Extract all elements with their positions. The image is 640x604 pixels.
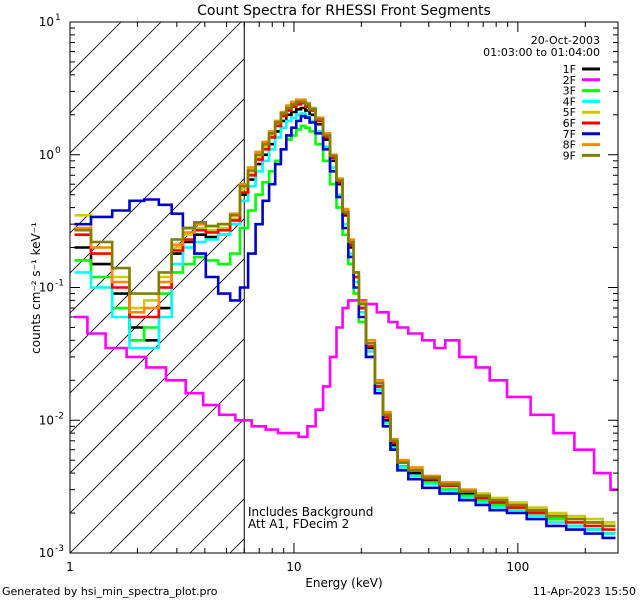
footer-right: 11-Apr-2023 15:50	[533, 585, 636, 598]
legend-label-8F: 8F	[563, 139, 576, 152]
series-3F-line	[74, 124, 616, 535]
hatch-line	[70, 22, 202, 154]
x-tick-label: 10	[286, 560, 301, 574]
legend-label-7F: 7F	[563, 128, 576, 141]
y-tick-label: 10	[39, 15, 54, 29]
y-tick-exponent: -2	[55, 411, 64, 421]
y-tick-label: 10	[39, 148, 54, 162]
hatch-line	[70, 378, 245, 553]
hatch-line	[109, 418, 245, 553]
annotation-attenuator: Att A1, FDecim 2	[248, 517, 349, 531]
time-range-text: 01:03:00 to 01:04:00	[483, 46, 600, 59]
y-tick-label: 10	[39, 413, 54, 427]
hatch-line	[70, 22, 242, 194]
y-tick-exponent: -3	[55, 544, 64, 554]
y-axis-label: counts cm⁻² s⁻¹ keV⁻¹	[29, 222, 43, 354]
hatch-line	[70, 298, 245, 474]
x-tick-label: 100	[506, 560, 529, 574]
y-tick-exponent: 0	[55, 146, 61, 156]
hatch-line	[70, 258, 245, 434]
legend-label-6F: 6F	[563, 117, 576, 130]
y-tick-label: 10	[39, 281, 54, 295]
legend-label-2F: 2F	[563, 74, 576, 87]
date-text: 20-Oct-2003	[531, 34, 600, 47]
legend-label-3F: 3F	[563, 85, 576, 98]
y-tick-label: 10	[39, 546, 54, 560]
series-2F-line	[74, 299, 618, 491]
footer-left: Generated by hsi_min_spectra_plot.pro	[2, 585, 218, 598]
x-axis-label: Energy (keV)	[305, 576, 382, 590]
y-tick-exponent: 1	[55, 13, 61, 23]
hatch-line	[149, 458, 245, 553]
hatch-line	[70, 218, 245, 394]
x-tick-label: 1	[66, 560, 74, 574]
legend-label-5F: 5F	[563, 106, 576, 119]
series-7F-line	[74, 114, 616, 540]
chart-title: Count Spectra for RHESSI Front Segments	[197, 3, 491, 19]
legend-label-9F: 9F	[563, 149, 576, 162]
hatch-line	[70, 178, 245, 354]
hatch-line	[70, 58, 245, 234]
y-tick-exponent: -1	[55, 279, 64, 289]
hatch-line	[70, 22, 162, 114]
annotation-background: Includes Background	[248, 505, 373, 519]
legend-label-1F: 1F	[563, 63, 576, 76]
series-9F-line	[74, 100, 616, 528]
hatch-line	[70, 98, 245, 274]
legend-label-4F: 4F	[563, 95, 576, 108]
hatch-line	[70, 338, 245, 514]
